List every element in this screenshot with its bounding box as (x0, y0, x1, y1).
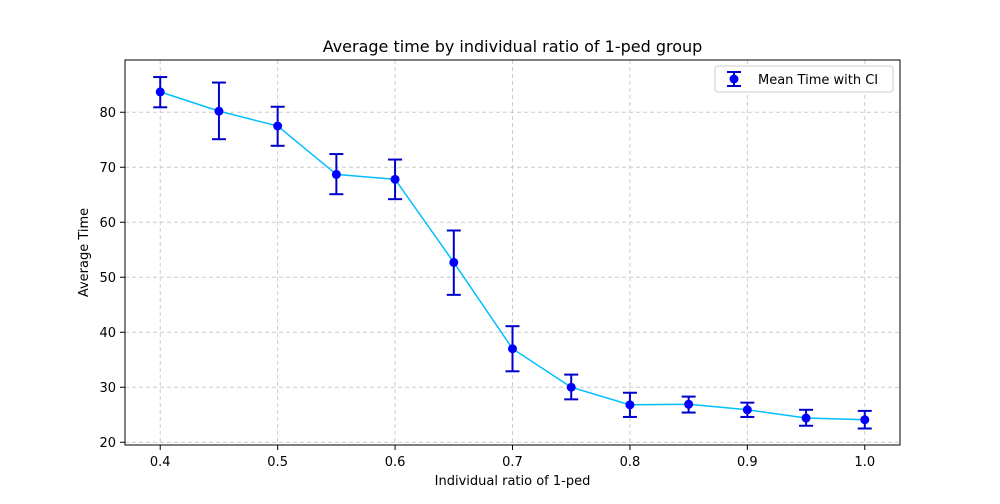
data-layer (153, 76, 872, 430)
data-point (860, 415, 870, 425)
data-point (801, 413, 811, 423)
x-tick-label: 0.5 (267, 455, 288, 470)
data-point (566, 382, 576, 392)
data-point (742, 405, 752, 415)
x-tick-label: 0.8 (620, 455, 641, 470)
data-point (331, 169, 341, 179)
chart-title: Average time by individual ratio of 1-pe… (323, 37, 703, 56)
x-axis-title: Individual ratio of 1-ped (435, 474, 591, 489)
x-tick-label: 0.4 (150, 455, 171, 470)
x-tick-label: 0.9 (737, 455, 758, 470)
y-tick-label: 20 (99, 436, 116, 451)
y-tick-label: 80 (99, 106, 116, 121)
legend-label: Mean Time with CI (758, 73, 878, 88)
y-axis-title: Average Time (77, 208, 92, 297)
data-point (449, 257, 459, 267)
data-point (684, 399, 694, 409)
x-tick-label: 0.7 (502, 455, 523, 470)
x-tick-label: 1.0 (854, 455, 875, 470)
x-tick-label: 0.6 (385, 455, 406, 470)
y-tick-label: 40 (99, 326, 116, 341)
data-point (625, 400, 635, 410)
data-point (273, 121, 283, 131)
data-point (155, 87, 165, 97)
y-tick-label: 30 (99, 381, 116, 396)
legend-marker (727, 71, 741, 87)
y-tick-label: 50 (99, 271, 116, 286)
y-tick-label: 70 (99, 161, 116, 176)
tick-layer: 0.4 0.5 0.6 0.7 0.8 0.9 1.0 20 30 40 50 60 70 80 (99, 106, 875, 470)
legend: Mean Time with CI (714, 65, 894, 93)
data-point (508, 344, 517, 354)
legend-box (714, 65, 894, 93)
data-point (214, 106, 224, 116)
y-tick-label: 60 (99, 216, 116, 231)
data-point (390, 174, 400, 184)
